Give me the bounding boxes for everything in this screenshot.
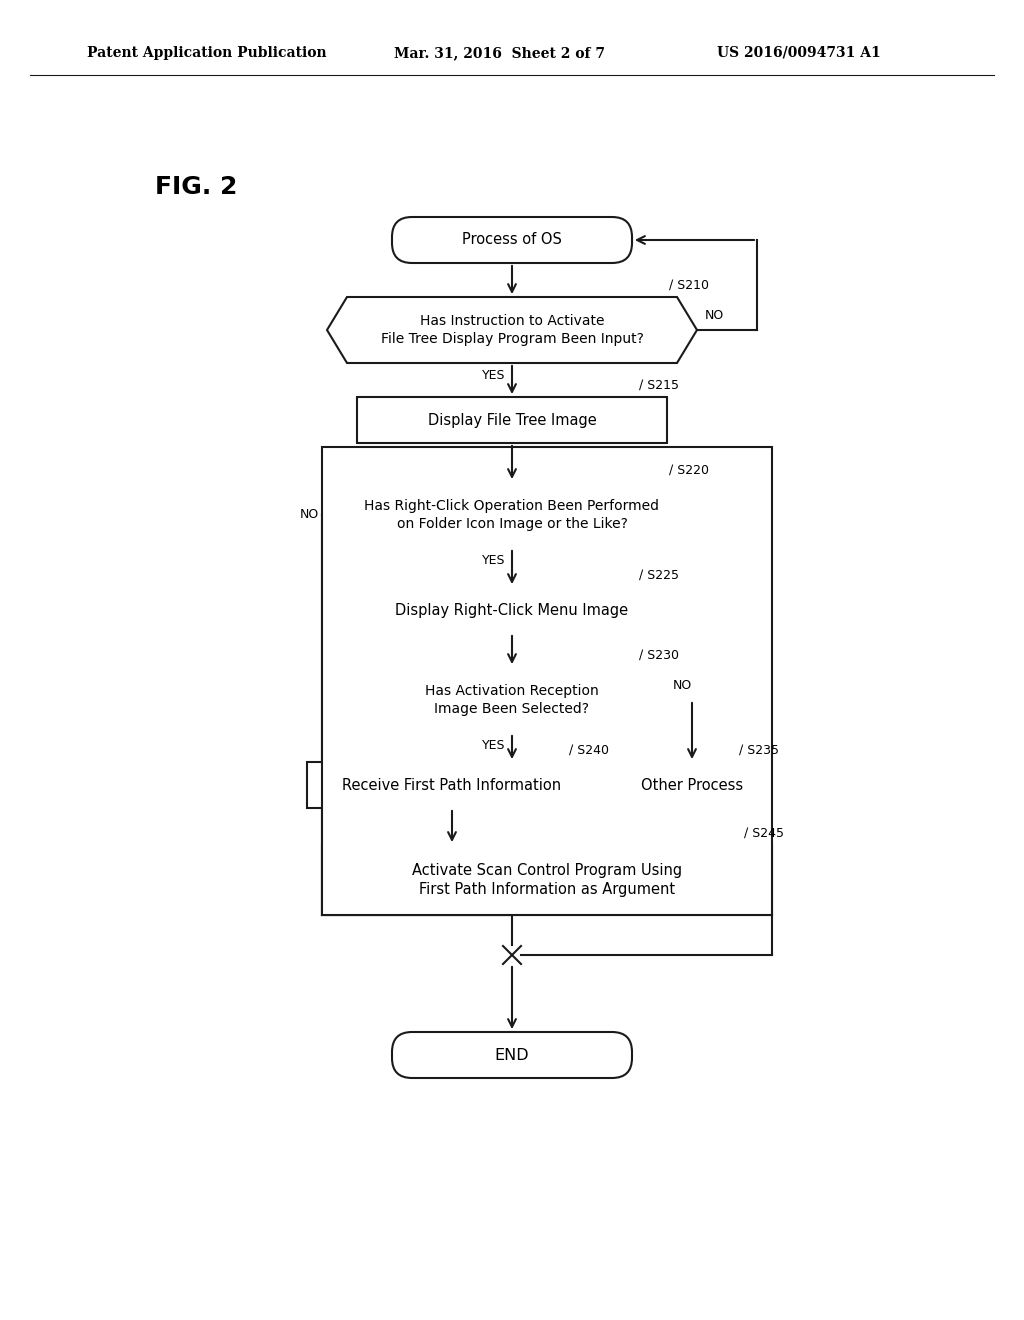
Text: Display Right-Click Menu Image: Display Right-Click Menu Image xyxy=(395,602,629,618)
Bar xyxy=(617,762,767,808)
Bar xyxy=(357,397,667,444)
Bar xyxy=(322,447,772,915)
Text: Receive First Path Information: Receive First Path Information xyxy=(342,777,561,792)
Text: ∕ S210: ∕ S210 xyxy=(669,279,709,292)
Text: Has Instruction to Activate
File Tree Display Program Been Input?: Has Instruction to Activate File Tree Di… xyxy=(381,314,643,346)
Text: Patent Application Publication: Patent Application Publication xyxy=(87,46,327,59)
Polygon shape xyxy=(357,667,667,733)
Text: Process of OS: Process of OS xyxy=(462,232,562,248)
Text: ∕ S235: ∕ S235 xyxy=(739,744,779,756)
Text: Activate Scan Control Program Using
First Path Information as Argument: Activate Scan Control Program Using Firs… xyxy=(412,863,682,898)
Text: ∕ S215: ∕ S215 xyxy=(639,379,679,392)
Bar xyxy=(357,587,667,634)
Text: Mar. 31, 2016  Sheet 2 of 7: Mar. 31, 2016 Sheet 2 of 7 xyxy=(394,46,605,59)
Text: ∕ S220: ∕ S220 xyxy=(669,465,709,477)
Text: YES: YES xyxy=(482,554,506,568)
Text: Display File Tree Image: Display File Tree Image xyxy=(428,412,596,428)
Text: ∕ S225: ∕ S225 xyxy=(639,569,679,582)
FancyBboxPatch shape xyxy=(392,1032,632,1078)
Bar xyxy=(307,762,597,808)
Text: Has Activation Reception
Image Been Selected?: Has Activation Reception Image Been Sele… xyxy=(425,684,599,715)
FancyBboxPatch shape xyxy=(392,216,632,263)
Text: US 2016/0094731 A1: US 2016/0094731 A1 xyxy=(717,46,881,59)
Text: END: END xyxy=(495,1048,529,1063)
Polygon shape xyxy=(327,482,697,548)
Text: ∕ S240: ∕ S240 xyxy=(569,744,609,756)
Text: YES: YES xyxy=(482,739,506,752)
Text: FIG. 2: FIG. 2 xyxy=(155,176,238,199)
Text: Other Process: Other Process xyxy=(641,777,743,792)
Text: YES: YES xyxy=(482,370,506,381)
Text: NO: NO xyxy=(705,309,724,322)
Text: ∕ S230: ∕ S230 xyxy=(639,649,679,663)
Polygon shape xyxy=(327,297,697,363)
Text: Has Right-Click Operation Been Performed
on Folder Icon Image or the Like?: Has Right-Click Operation Been Performed… xyxy=(365,499,659,531)
Text: ∕ S245: ∕ S245 xyxy=(744,828,784,840)
Text: NO: NO xyxy=(300,508,319,521)
Text: NO: NO xyxy=(673,678,692,692)
Bar xyxy=(322,845,772,915)
